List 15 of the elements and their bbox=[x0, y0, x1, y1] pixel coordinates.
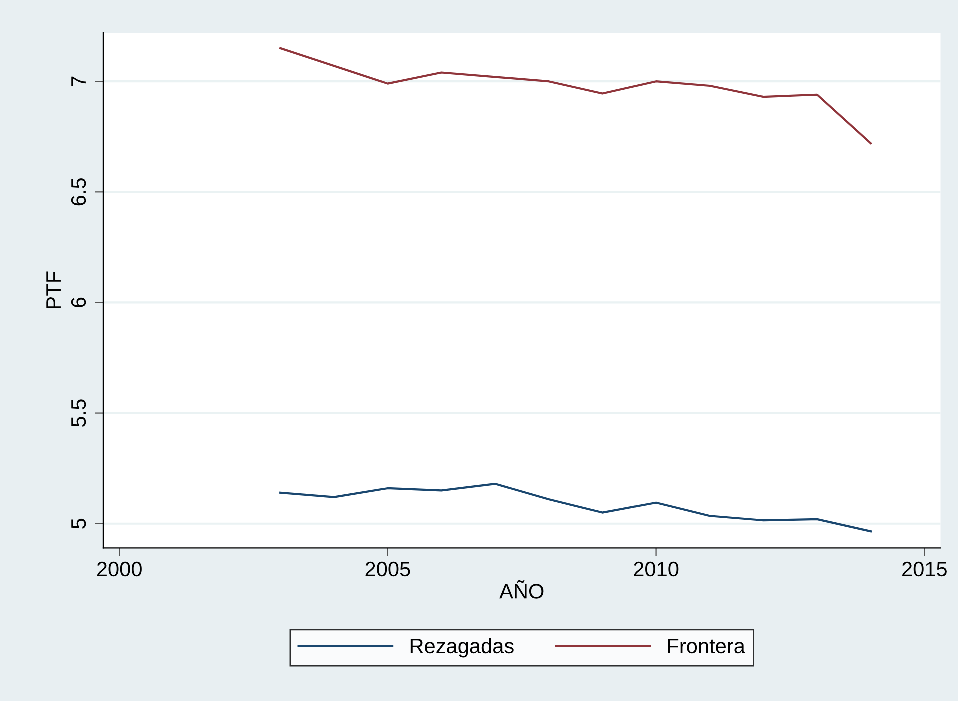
x-axis-title: AÑO bbox=[500, 580, 544, 599]
y-tick-label: 5.5 bbox=[72, 400, 86, 427]
y-axis-title: PTF bbox=[46, 272, 61, 309]
legend-label: Rezagadas bbox=[410, 638, 514, 658]
x-tick-label: 2015 bbox=[902, 562, 947, 577]
legend-label: Frontera bbox=[668, 639, 746, 654]
y-tick-label: 6 bbox=[71, 298, 86, 308]
x-tick-label: 2000 bbox=[97, 562, 142, 577]
line-series bbox=[280, 47, 872, 145]
x-tick-label: 2010 bbox=[634, 562, 679, 577]
line-series bbox=[280, 483, 872, 533]
y-tick-label: 7 bbox=[72, 76, 86, 86]
y-tick-label: 6.5 bbox=[71, 178, 86, 206]
y-tick-label: 5 bbox=[72, 518, 86, 529]
x-tick-label: 2005 bbox=[366, 562, 410, 577]
